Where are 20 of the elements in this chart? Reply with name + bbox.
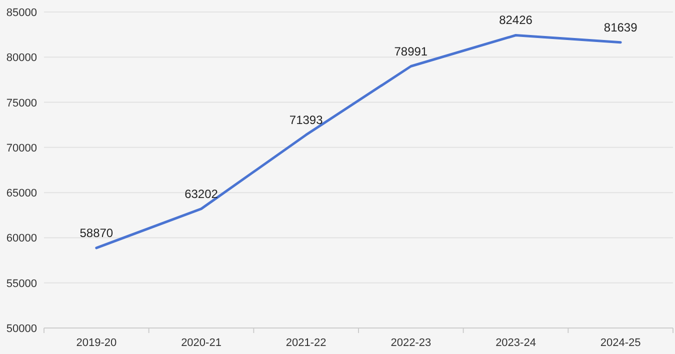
y-tick-label: 80000 bbox=[6, 52, 37, 64]
y-tick-label: 75000 bbox=[6, 97, 37, 110]
y-tick-label: 55000 bbox=[6, 278, 37, 290]
y-tick-label: 65000 bbox=[6, 188, 37, 200]
y-tick-label: 85000 bbox=[6, 7, 37, 19]
x-tick-label: 2024-25 bbox=[600, 337, 641, 349]
x-tick-label: 2023-24 bbox=[496, 337, 536, 349]
y-tick-label: 70000 bbox=[6, 142, 37, 154]
data-label: 81639 bbox=[604, 20, 638, 34]
x-tick-label: 2020-21 bbox=[181, 337, 222, 349]
data-label: 71393 bbox=[289, 112, 324, 127]
y-tick-label: 50000 bbox=[6, 323, 37, 335]
y-tick-label: 60000 bbox=[6, 232, 37, 245]
data-label: 78991 bbox=[394, 44, 428, 58]
x-tick-label: 2021-22 bbox=[286, 337, 326, 349]
data-label: 63202 bbox=[184, 186, 218, 201]
data-label: 82426 bbox=[499, 13, 533, 28]
data-label: 58870 bbox=[80, 226, 114, 240]
x-tick-label: 2019-20 bbox=[76, 337, 117, 349]
x-tick-label: 2022-23 bbox=[390, 337, 432, 349]
